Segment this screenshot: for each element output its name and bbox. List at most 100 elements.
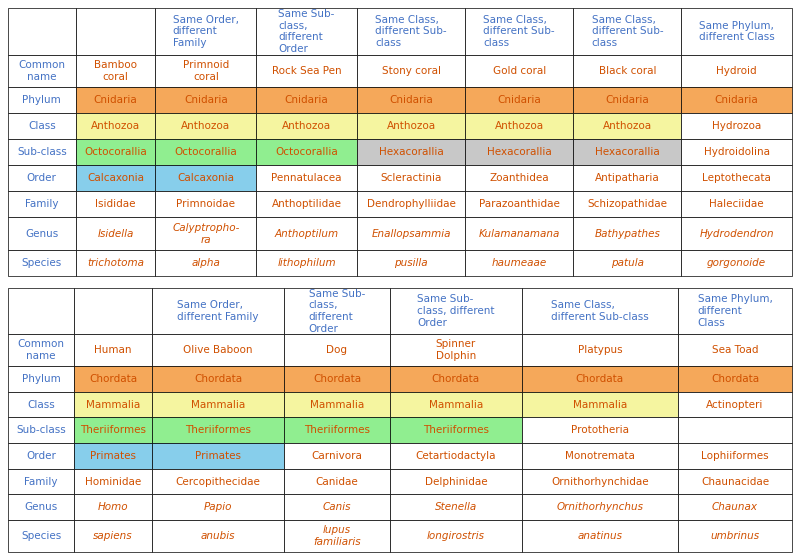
Bar (574, 140, 682, 166)
Text: Same Order,
different
Family: Same Order, different Family (173, 15, 239, 48)
Bar (574, 191, 682, 217)
Bar (8, 55, 75, 87)
Text: Anthoptilidae: Anthoptilidae (272, 200, 342, 210)
Bar (390, 418, 522, 443)
Text: Same Phylum,
different
Class: Same Phylum, different Class (698, 295, 773, 327)
Bar (682, 55, 792, 87)
Text: Anthozoa: Anthozoa (494, 121, 544, 131)
Bar (155, 87, 256, 113)
Bar (284, 443, 390, 469)
Bar (155, 250, 256, 276)
Bar (574, 250, 682, 276)
Text: Anthoptilum: Anthoptilum (274, 229, 338, 239)
Bar (465, 87, 574, 113)
Text: Lophiiformes: Lophiiformes (701, 451, 769, 461)
Text: Hexacorallia: Hexacorallia (378, 147, 443, 157)
Bar (522, 366, 678, 392)
Bar (390, 334, 522, 366)
Bar (155, 140, 256, 166)
Text: Genus: Genus (25, 229, 58, 239)
Bar (284, 494, 390, 520)
Bar (357, 191, 465, 217)
Text: Kulamanamana: Kulamanamana (478, 229, 560, 239)
Text: Common
name: Common name (18, 339, 65, 361)
Bar (74, 469, 152, 494)
Text: Common
name: Common name (18, 61, 66, 82)
Text: Primates: Primates (90, 451, 136, 461)
Bar (522, 443, 678, 469)
Bar (522, 494, 678, 520)
Bar (678, 520, 792, 552)
Text: Hydrodendron: Hydrodendron (699, 229, 774, 239)
Text: Dendrophylliidae: Dendrophylliidae (366, 200, 455, 210)
Bar (284, 418, 390, 443)
Bar (284, 334, 390, 366)
Bar (357, 166, 465, 191)
Bar (8, 87, 75, 113)
Bar (682, 87, 792, 113)
Bar (152, 366, 284, 392)
Bar (74, 418, 152, 443)
Text: Cnidaria: Cnidaria (498, 96, 541, 106)
Bar (682, 217, 792, 250)
Text: Anthozoa: Anthozoa (91, 121, 140, 131)
Bar (522, 334, 678, 366)
Bar (256, 191, 357, 217)
Text: Chaunax: Chaunax (712, 502, 758, 512)
Bar (390, 494, 522, 520)
Bar (390, 392, 522, 418)
Text: Same Class,
different Sub-class: Same Class, different Sub-class (551, 300, 649, 322)
Bar (682, 250, 792, 276)
Text: Ornithorhynchidae: Ornithorhynchidae (551, 476, 649, 486)
Text: Order: Order (26, 451, 56, 461)
Bar (574, 217, 682, 250)
Text: Olive Baboon: Olive Baboon (183, 345, 253, 355)
Text: Mammalia: Mammalia (573, 400, 627, 410)
Text: Monotremata: Monotremata (565, 451, 635, 461)
Bar (256, 55, 357, 87)
Text: Species: Species (21, 531, 61, 541)
Text: Primnoidae: Primnoidae (176, 200, 235, 210)
Bar (284, 392, 390, 418)
Text: Chaunacidae: Chaunacidae (701, 476, 769, 486)
Text: Same Class,
different Sub-
class: Same Class, different Sub- class (591, 15, 663, 48)
Text: Cnidaria: Cnidaria (285, 96, 329, 106)
Bar (574, 8, 682, 55)
Text: Mammalia: Mammalia (191, 400, 246, 410)
Bar (155, 8, 256, 55)
Text: Human: Human (94, 345, 132, 355)
Text: Anthozoa: Anthozoa (602, 121, 652, 131)
Bar (152, 288, 284, 334)
Bar (8, 366, 74, 392)
Bar (75, 8, 155, 55)
Text: Delphinidae: Delphinidae (425, 476, 487, 486)
Text: Octocorallia: Octocorallia (174, 147, 238, 157)
Bar (8, 392, 74, 418)
Bar (574, 87, 682, 113)
Bar (8, 250, 75, 276)
Text: Zoanthidea: Zoanthidea (490, 173, 549, 183)
Text: Bathypathes: Bathypathes (594, 229, 660, 239)
Bar (74, 288, 152, 334)
Bar (74, 443, 152, 469)
Text: Chordata: Chordata (576, 374, 624, 384)
Bar (75, 140, 155, 166)
Text: Platypus: Platypus (578, 345, 622, 355)
Text: lupus
familiaris: lupus familiaris (313, 525, 361, 547)
Bar (284, 288, 390, 334)
Bar (522, 469, 678, 494)
Bar (678, 392, 792, 418)
Text: Calcaxonia: Calcaxonia (87, 173, 144, 183)
Bar (465, 191, 574, 217)
Bar (465, 113, 574, 140)
Bar (152, 520, 284, 552)
Text: Anthozoa: Anthozoa (282, 121, 331, 131)
Bar (75, 250, 155, 276)
Bar (465, 55, 574, 87)
Bar (682, 113, 792, 140)
Text: umbrinus: umbrinus (710, 531, 759, 541)
Text: Hydroidolina: Hydroidolina (704, 147, 770, 157)
Bar (682, 166, 792, 191)
Bar (357, 217, 465, 250)
Bar (152, 392, 284, 418)
